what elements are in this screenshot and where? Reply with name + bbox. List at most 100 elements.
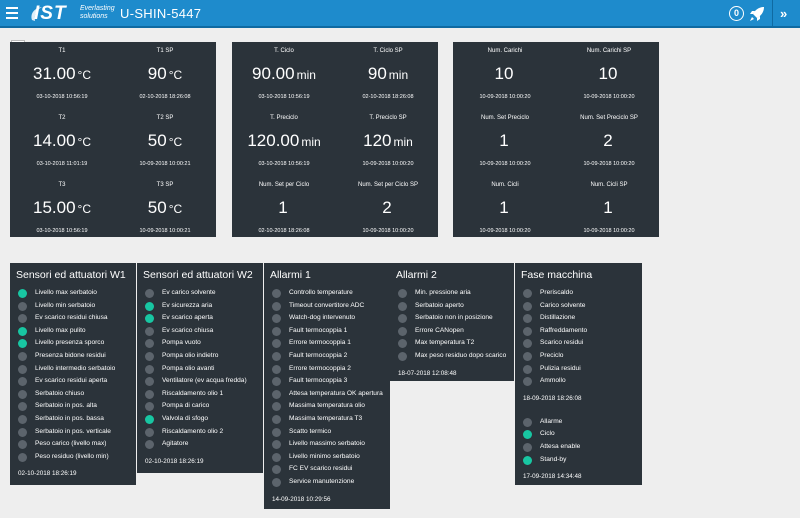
status-row: Valvola di sfogo xyxy=(137,414,263,426)
status-label: Ammollo xyxy=(540,377,566,385)
sensor-tile[interactable]: Num. Set Preciclo SP 2 10-09-2018 10:00:20 xyxy=(557,109,661,170)
tile-timestamp: 10-09-2018 10:00:20 xyxy=(583,228,635,234)
tile-timestamp: 10-09-2018 10:00:20 xyxy=(479,161,531,167)
tile-unit: °C xyxy=(168,202,183,216)
status-row: Errore termocoppia 2 xyxy=(264,364,390,376)
tile-unit: °C xyxy=(77,68,91,82)
status-indicator-icon xyxy=(18,452,27,462)
status-row: Serbatoio aperto xyxy=(390,301,514,313)
sensor-tile[interactable]: T. Preciclo 120.00 min 03-10-2018 10:56:19 xyxy=(232,109,336,170)
status-row: Pompa olio indietro xyxy=(137,351,263,363)
status-label: Errore CANopen xyxy=(415,326,464,334)
tile-label: T2 SP xyxy=(156,115,174,121)
status-panel: Allarmi 2 Min. pressione aria Serbatoio ap… xyxy=(390,263,514,381)
status-label: Ev scarico chiusa xyxy=(162,326,214,334)
sensor-tile[interactable]: T1 SP 90 °C 02-10-2018 18:26:08 xyxy=(113,42,217,103)
sensor-tile[interactable]: T3 SP 50 °C 10-09-2018 10:00:21 xyxy=(113,176,217,237)
tile-timestamp: 03-10-2018 11:01:19 xyxy=(36,161,88,167)
tile-label: Num. Cicli xyxy=(491,182,519,188)
status-indicator-icon xyxy=(523,301,532,311)
status-indicator-icon xyxy=(272,440,281,450)
status-indicator-icon xyxy=(272,402,281,412)
sensor-tile[interactable]: T2 SP 50 °C 10-09-2018 10:00:21 xyxy=(113,109,217,170)
tile-value: 90 min xyxy=(336,64,440,84)
status-indicator-icon xyxy=(18,377,27,387)
status-panel: Fase macchina Preriscaldo Carico solvente D… xyxy=(515,263,642,485)
tile-label: T2 xyxy=(58,115,66,121)
status-label: Livello max serbatoio xyxy=(35,289,97,296)
rocket-icon[interactable] xyxy=(748,5,766,23)
tile-unit: min xyxy=(393,135,413,149)
status-row: Distillazione xyxy=(515,313,642,325)
status-row: Ev scarico aperta xyxy=(137,313,263,325)
status-label: Service manutenzione xyxy=(289,478,355,485)
status-row: Riscaldamento olio 1 xyxy=(137,389,263,401)
sensor-tile[interactable]: T. Preciclo SP 120 min 10-09-2018 10:00:20 xyxy=(336,109,440,170)
sensor-tile[interactable]: Num. Set per Ciclo 1 02-10-2018 18:26:08 xyxy=(232,176,336,237)
sensor-tile[interactable]: T1 31.00 °C 03-10-2018 10:56:19 xyxy=(10,42,114,103)
ist-logo: IST Everlasting solutions xyxy=(30,2,115,26)
count-tile-group xyxy=(453,42,659,237)
status-row: Fault termocoppia 3 xyxy=(264,376,390,388)
status-indicator-icon xyxy=(18,352,27,361)
status-indicator-icon xyxy=(272,339,281,349)
tile-unit: min xyxy=(388,68,409,82)
status-label: Pompa vuoto xyxy=(162,339,201,347)
status-indicator-icon xyxy=(18,339,27,349)
expand-panel-icon[interactable]: » xyxy=(780,6,788,21)
tile-value: 15.00 °C xyxy=(10,198,114,218)
status-row: Raffreddamento xyxy=(515,326,642,338)
status-indicator-icon xyxy=(398,314,407,324)
status-row: Errore CANopen xyxy=(390,326,514,338)
status-indicator-icon xyxy=(145,289,154,298)
tile-number: 31.00 xyxy=(32,64,76,83)
sensor-tile[interactable]: Num. Set Preciclo 1 10-09-2018 10:00:20 xyxy=(453,109,557,170)
tile-timestamp: 02-10-2018 18:26:08 xyxy=(258,228,310,234)
tile-value: 50 °C xyxy=(113,131,217,151)
sensor-tile[interactable]: Num. Carichi SP 10 10-09-2018 10:00:20 xyxy=(557,42,661,103)
status-row: Attesa enable xyxy=(515,442,642,454)
tile-value: 2 xyxy=(336,198,440,218)
status-row: Service manutenzione xyxy=(264,477,390,489)
sensor-tile[interactable]: Num. Cicli SP 1 10-09-2018 10:00:20 xyxy=(557,176,661,237)
sensor-tile[interactable]: T. Ciclo 90.00 min 03-10-2018 10:56:19 xyxy=(232,42,336,103)
tile-number: 2 xyxy=(382,198,392,217)
menu-icon[interactable] xyxy=(6,7,18,19)
status-label: Ciclo xyxy=(540,430,555,438)
tile-value: 90 °C xyxy=(113,64,217,84)
status-row: Serbatoio non in posizione xyxy=(390,313,514,325)
status-indicator-icon xyxy=(18,326,27,336)
tile-timestamp: 10-09-2018 10:00:20 xyxy=(362,161,414,167)
tile-number: 120.00 xyxy=(247,131,300,150)
sensor-tile[interactable]: T2 14.00 °C 03-10-2018 11:01:19 xyxy=(10,109,114,170)
status-row: Pulizia residui xyxy=(515,364,642,376)
tile-value: 10 xyxy=(453,64,557,84)
tile-timestamp: 02-10-2018 18:26:08 xyxy=(139,94,191,100)
tile-label: T. Ciclo xyxy=(274,48,294,54)
panel-timestamp: 14-09-2018 10:29:56 xyxy=(272,495,331,503)
status-indicator-icon xyxy=(523,289,532,298)
sensor-tile[interactable]: Num. Cicli 1 10-09-2018 10:00:20 xyxy=(453,176,557,237)
panel-title: Allarmi 2 xyxy=(396,269,437,281)
status-indicator-icon xyxy=(145,427,154,437)
tile-number: 2 xyxy=(603,131,613,150)
tile-timestamp: 03-10-2018 10:56:19 xyxy=(36,228,88,234)
status-indicator-icon xyxy=(18,427,27,437)
status-indicator-icon xyxy=(145,364,154,374)
status-label: Serbatoio chiuso xyxy=(35,389,85,397)
sensor-tile[interactable]: T3 15.00 °C 03-10-2018 10:56:19 xyxy=(10,176,114,237)
status-label: Raffreddamento xyxy=(540,326,588,334)
panel-timestamp: 17-09-2018 14:34:48 xyxy=(523,473,582,481)
sensor-tile[interactable]: Num. Set per Ciclo SP 2 10-09-2018 10:00:2… xyxy=(336,176,440,237)
page-title: U-SHIN-5447 xyxy=(120,6,202,21)
tile-number: 50 xyxy=(147,131,167,150)
status-row: Livello max pulito xyxy=(10,326,136,338)
status-label: Ventilatore (ev acqua fredda) xyxy=(162,377,247,385)
sensor-tile[interactable]: T. Ciclo SP 90 min 02-10-2018 18:26:08 xyxy=(336,42,440,103)
sensor-tile[interactable]: Num. Carichi 10 10-09-2018 10:00:20 xyxy=(453,42,557,103)
status-indicator-icon xyxy=(145,415,154,424)
tile-number: 10 xyxy=(494,64,514,83)
status-indicator-icon xyxy=(18,364,27,374)
notification-badge[interactable]: 0 xyxy=(729,6,744,21)
status-label: Pompa di carico xyxy=(162,402,210,410)
